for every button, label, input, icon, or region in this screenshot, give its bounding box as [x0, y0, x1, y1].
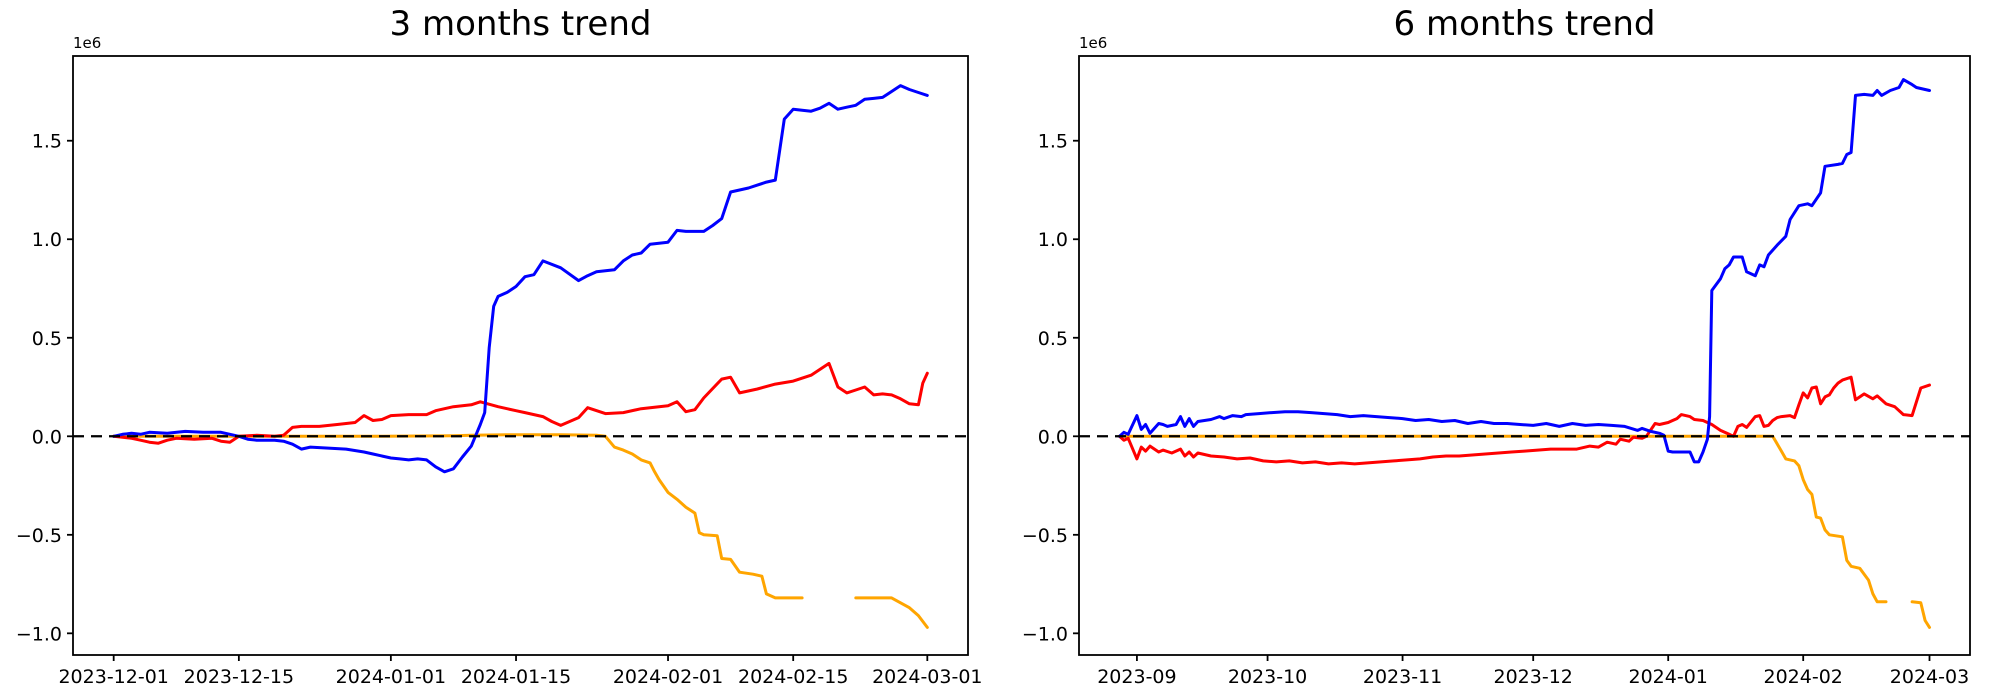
axes-6-months: 2023-09 2023-10 2023-11 2023-12 2024-01 2024-… [1022, 34, 1971, 688]
x-tick-label: 2024-03 [1890, 666, 1969, 688]
y-tick-label: −0.5 [1022, 525, 1068, 547]
x-tick-label: 2024-01 [1629, 666, 1708, 688]
x-tick-label: 2024-02-15 [738, 666, 848, 688]
x-tick-label: 2024-02 [1764, 666, 1843, 688]
x-tick-label: 2024-03-01 [872, 666, 982, 688]
y-tick-label: 0.0 [32, 426, 62, 448]
x-tick-label: 2024-01-01 [336, 666, 446, 688]
x-tick-label: 2024-01-15 [461, 666, 571, 688]
x-tick-label: 2023-12 [1494, 666, 1573, 688]
y-tick-label: −1.0 [1022, 623, 1068, 645]
axes-spines [1078, 55, 1971, 656]
y-tick-label: 0.5 [1038, 328, 1068, 350]
blue-line [112, 84, 929, 474]
orange-line [112, 433, 804, 600]
y-tick-label: 1.0 [1038, 229, 1068, 251]
offset-label: 1e6 [1079, 34, 1107, 52]
offset-label: 1e6 [73, 34, 101, 52]
blue-line [1118, 78, 1931, 464]
chart-title-6-months: 6 months trend [1393, 4, 1656, 44]
x-tick-label: 2023-12-01 [58, 666, 168, 688]
x-tick-label: 2023-11 [1363, 666, 1442, 688]
y-tick-label: −1.0 [16, 623, 62, 645]
axes-3-months: 2023-12-01 2023-12-15 2024-01-01 2024-01-15… [16, 34, 983, 688]
red-line [1118, 375, 1931, 466]
x-tick-label: 2023-09 [1097, 666, 1176, 688]
y-tick-label: 1.0 [32, 229, 62, 251]
x-tick-label: 2023-10 [1228, 666, 1307, 688]
red-line [112, 361, 929, 445]
y-tick-label: 0.5 [32, 328, 62, 350]
x-tick-label: 2024-02-01 [613, 666, 723, 688]
orange-line [1910, 600, 1931, 629]
axes-spines [72, 55, 969, 656]
x-tick-label: 2023-12-15 [184, 666, 294, 688]
y-tick-label: −0.5 [16, 525, 62, 547]
y-tick-label: 0.0 [1038, 426, 1068, 448]
y-tick-label: 1.5 [1038, 131, 1068, 153]
y-tick-label: 1.5 [32, 131, 62, 153]
orange-line [854, 596, 929, 629]
orange-line [1118, 434, 1888, 604]
chart-title-3-months: 3 months trend [389, 4, 652, 44]
